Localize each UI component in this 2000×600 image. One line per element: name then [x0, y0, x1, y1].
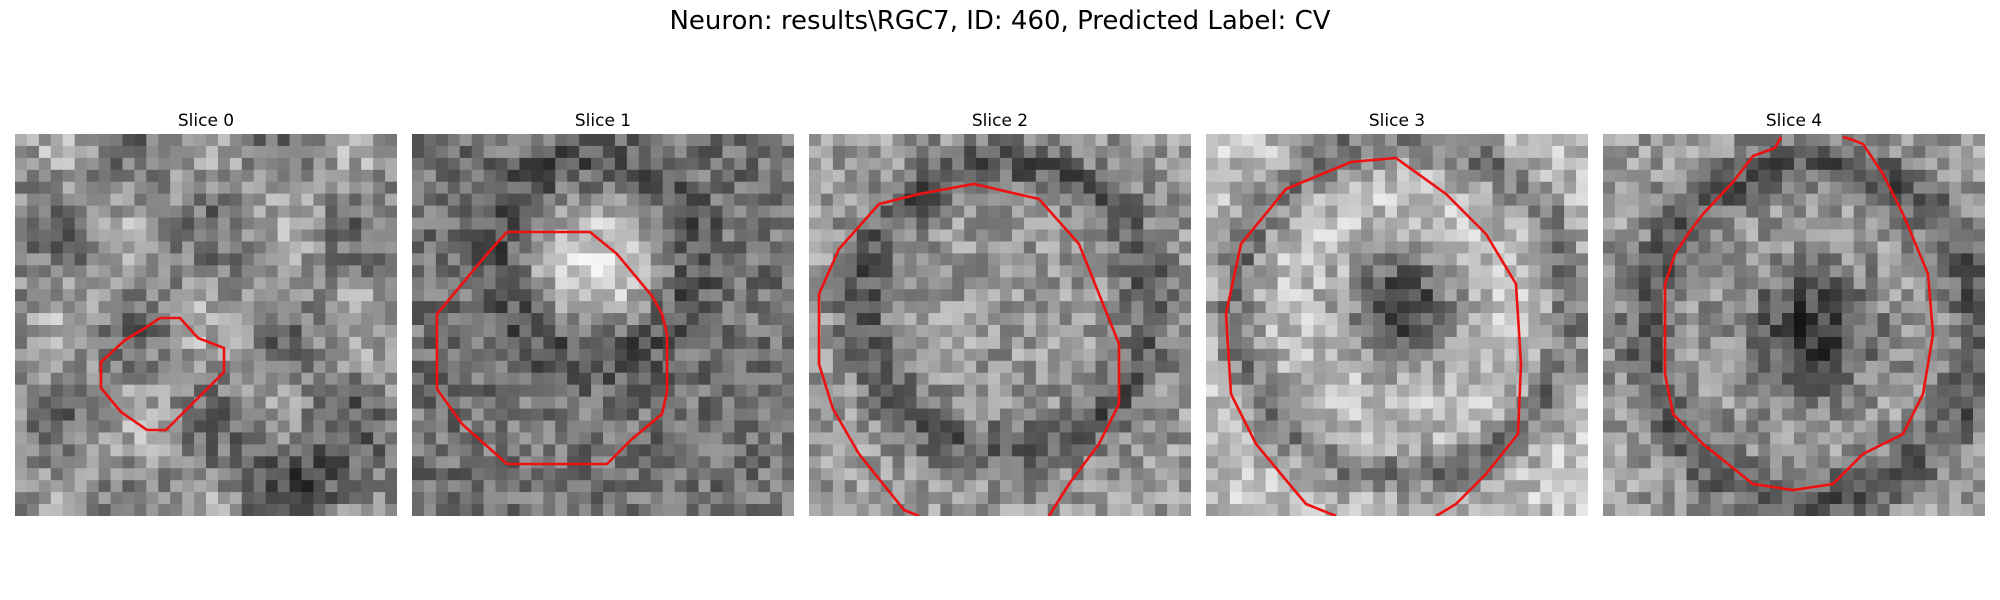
panel-title: Slice 0 [177, 111, 235, 131]
grayscale-image [412, 134, 794, 516]
slice-image [1603, 134, 1985, 516]
slice-1-canvas [412, 134, 794, 516]
segmentation-contour [1224, 156, 1523, 516]
slice-2-canvas [809, 134, 1191, 516]
panel-title: Slice 3 [1368, 111, 1426, 131]
panel-title: Slice 4 [1765, 111, 1823, 131]
slice-image [412, 134, 794, 516]
panel-slice-0: Slice 0 [15, 109, 397, 516]
slice-image [1206, 134, 1588, 516]
grayscale-image [809, 134, 1191, 516]
panel-slice-1: Slice 1 [412, 109, 794, 516]
panel-title: Slice 2 [971, 111, 1029, 131]
grayscale-image [1603, 134, 1985, 516]
slice-image [809, 134, 1191, 516]
slice-3-canvas [1206, 134, 1588, 516]
segmentation-contour-left [1663, 135, 1935, 492]
figure-title: Neuron: results\RGC7, ID: 460, Predicted… [669, 6, 1331, 36]
panel-slice-4: Slice 4 [1603, 109, 1985, 516]
grayscale-image [15, 134, 397, 516]
panel-slice-3: Slice 3 [1206, 109, 1588, 516]
slice-image [15, 134, 397, 516]
segmentation-contour [435, 230, 669, 466]
slice-4-canvas [1603, 134, 1985, 516]
segmentation-contour [99, 316, 226, 432]
segmentation-contour [817, 182, 1121, 516]
panel-slice-2: Slice 2 [809, 109, 1191, 516]
slice-0-canvas [15, 134, 397, 516]
grayscale-image [1206, 134, 1588, 516]
panel-title: Slice 1 [574, 111, 632, 131]
